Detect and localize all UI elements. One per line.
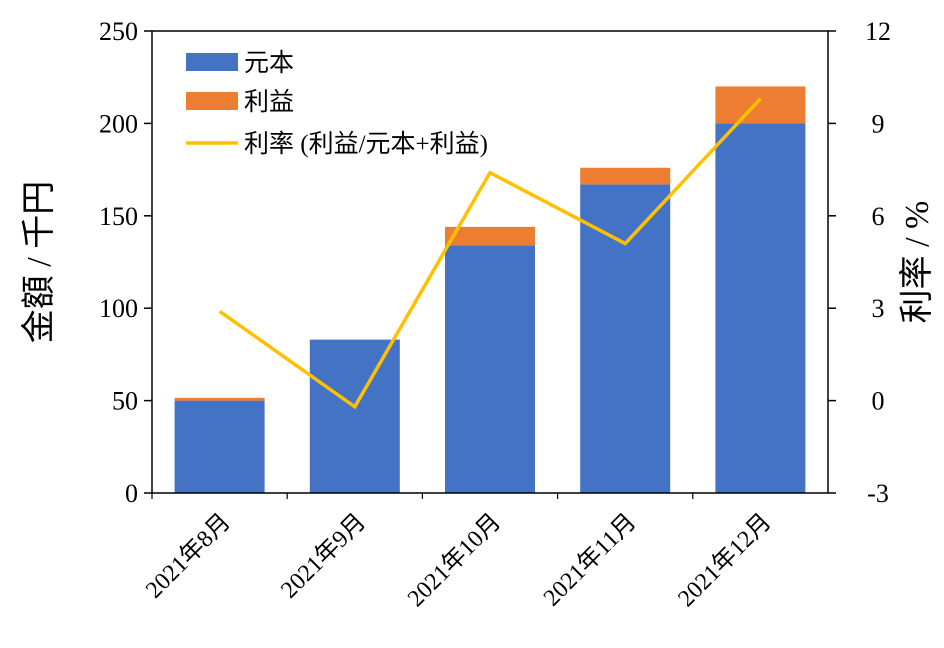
left-tick-label-2: 100	[99, 294, 138, 323]
category-label-4: 2021年12月	[673, 508, 777, 612]
right-axis-ticks: -3 0 3 6 9 12	[828, 17, 891, 508]
legend-swatch-0	[186, 53, 238, 71]
principal-bar-2	[445, 245, 535, 493]
legend-swatch-1	[186, 92, 238, 110]
legend-label-2: 利率 (利益/元本+利益)	[244, 130, 488, 158]
plot-frame	[151, 30, 829, 494]
category-label-1: 2021年9月	[276, 508, 371, 603]
category-labels: 2021年8月 2021年9月 2021年10月 2021年11月 2021年12月	[140, 493, 777, 612]
bars-layer	[174, 86, 806, 494]
rate-line-layer	[218, 97, 762, 410]
left-tick-label-0: 0	[125, 479, 138, 508]
category-label-2: 2021年10月	[402, 508, 506, 612]
principal-bar-4	[715, 123, 806, 494]
legend-label-0: 元本	[244, 49, 294, 77]
right-tick-label-4: 9	[872, 109, 885, 138]
principal-bar-1	[309, 339, 400, 493]
left-axis-ticks: 0 50 100 150 200 250	[99, 17, 152, 508]
principal-bar-0	[174, 400, 265, 493]
profit-bar-3	[580, 167, 671, 185]
principal-bar-3	[580, 184, 671, 493]
left-tick-label-3: 150	[99, 202, 138, 231]
left-axis-title: 金額 / 千円	[20, 181, 58, 343]
left-tick-label-5: 250	[99, 17, 138, 46]
profit-bar-0	[174, 397, 265, 401]
profit-bar-4	[715, 86, 806, 124]
left-tick-label-4: 200	[99, 109, 138, 138]
right-tick-label-5: 12	[865, 17, 891, 46]
category-label-3: 2021年11月	[538, 508, 641, 611]
left-tick-label-1: 50	[112, 387, 138, 416]
right-tick-label-2: 3	[872, 294, 885, 323]
profit-bar-2	[445, 226, 535, 246]
legend-label-1: 利益	[244, 88, 294, 116]
rate-line	[218, 97, 762, 410]
right-tick-label-0: -3	[867, 479, 889, 508]
right-tick-label-1: 0	[872, 387, 885, 416]
right-axis-title: 利率 / %	[898, 201, 936, 324]
right-tick-label-3: 6	[872, 202, 885, 231]
category-label-0: 2021年8月	[140, 508, 235, 603]
